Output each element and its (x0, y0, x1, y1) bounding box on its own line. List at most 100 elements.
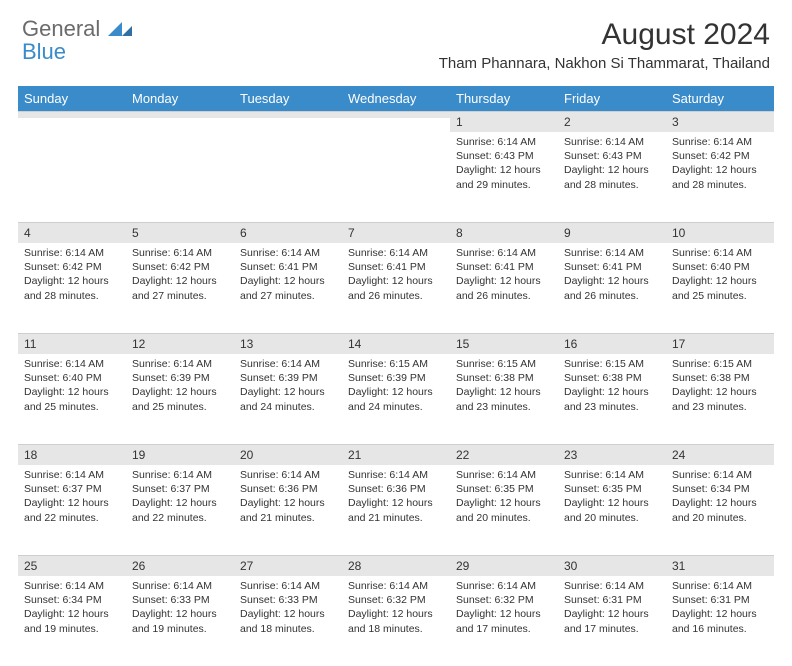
day-cell: Sunrise: 6:14 AMSunset: 6:31 PMDaylight:… (558, 576, 666, 666)
sunrise-text: Sunrise: 6:14 AM (24, 468, 120, 482)
day-number: 5 (126, 222, 234, 243)
sunrise-text: Sunrise: 6:14 AM (564, 135, 660, 149)
day-number-cell: 11 (18, 333, 126, 354)
day-number-cell: 29 (450, 555, 558, 576)
day-cell (234, 132, 342, 222)
day-detail: Sunrise: 6:14 AMSunset: 6:32 PMDaylight:… (450, 576, 558, 642)
day-detail: Sunrise: 6:14 AMSunset: 6:41 PMDaylight:… (234, 243, 342, 309)
day-detail: Sunrise: 6:14 AMSunset: 6:39 PMDaylight:… (234, 354, 342, 420)
day-cell: Sunrise: 6:14 AMSunset: 6:43 PMDaylight:… (450, 132, 558, 222)
sunset-text: Sunset: 6:42 PM (672, 149, 768, 163)
sunset-text: Sunset: 6:43 PM (456, 149, 552, 163)
day-cell: Sunrise: 6:14 AMSunset: 6:41 PMDaylight:… (450, 243, 558, 333)
day-cell: Sunrise: 6:14 AMSunset: 6:32 PMDaylight:… (450, 576, 558, 666)
day-detail (342, 132, 450, 141)
day-number-cell: 20 (234, 444, 342, 465)
daylight-text: Daylight: 12 hours and 27 minutes. (132, 274, 228, 302)
day-cell: Sunrise: 6:14 AMSunset: 6:34 PMDaylight:… (666, 465, 774, 555)
day-number-cell: 22 (450, 444, 558, 465)
day-cell: Sunrise: 6:15 AMSunset: 6:38 PMDaylight:… (558, 354, 666, 444)
day-detail: Sunrise: 6:15 AMSunset: 6:38 PMDaylight:… (558, 354, 666, 420)
week-number-row: 123 (18, 111, 774, 132)
sunrise-text: Sunrise: 6:15 AM (348, 357, 444, 371)
sunrise-text: Sunrise: 6:14 AM (348, 246, 444, 260)
day-detail: Sunrise: 6:14 AMSunset: 6:35 PMDaylight:… (450, 465, 558, 531)
day-detail: Sunrise: 6:14 AMSunset: 6:43 PMDaylight:… (450, 132, 558, 198)
page-header: General Blue August 2024 Tham Phannara, … (0, 0, 792, 78)
day-number: 9 (558, 222, 666, 243)
day-number (342, 111, 450, 118)
day-number-cell: 15 (450, 333, 558, 354)
day-cell: Sunrise: 6:14 AMSunset: 6:42 PMDaylight:… (126, 243, 234, 333)
day-header: Wednesday (342, 86, 450, 111)
day-cell: Sunrise: 6:14 AMSunset: 6:35 PMDaylight:… (558, 465, 666, 555)
day-number-cell (234, 111, 342, 132)
day-number: 2 (558, 111, 666, 132)
day-cell: Sunrise: 6:14 AMSunset: 6:39 PMDaylight:… (126, 354, 234, 444)
sunset-text: Sunset: 6:40 PM (672, 260, 768, 274)
calendar-table: Sunday Monday Tuesday Wednesday Thursday… (18, 86, 774, 666)
day-number: 18 (18, 444, 126, 465)
day-cell: Sunrise: 6:14 AMSunset: 6:36 PMDaylight:… (342, 465, 450, 555)
day-number-cell: 7 (342, 222, 450, 243)
day-number: 25 (18, 555, 126, 576)
day-number (126, 111, 234, 118)
sunset-text: Sunset: 6:34 PM (24, 593, 120, 607)
day-detail: Sunrise: 6:14 AMSunset: 6:41 PMDaylight:… (342, 243, 450, 309)
day-detail: Sunrise: 6:14 AMSunset: 6:42 PMDaylight:… (126, 243, 234, 309)
day-cell: Sunrise: 6:14 AMSunset: 6:33 PMDaylight:… (126, 576, 234, 666)
location-text: Tham Phannara, Nakhon Si Thammarat, Thai… (439, 55, 770, 72)
day-number: 21 (342, 444, 450, 465)
daylight-text: Daylight: 12 hours and 26 minutes. (564, 274, 660, 302)
day-cell: Sunrise: 6:14 AMSunset: 6:34 PMDaylight:… (18, 576, 126, 666)
sunrise-text: Sunrise: 6:14 AM (456, 579, 552, 593)
day-number: 22 (450, 444, 558, 465)
day-number-cell: 3 (666, 111, 774, 132)
sunset-text: Sunset: 6:32 PM (348, 593, 444, 607)
day-header: Saturday (666, 86, 774, 111)
sunrise-text: Sunrise: 6:14 AM (132, 579, 228, 593)
day-detail: Sunrise: 6:14 AMSunset: 6:42 PMDaylight:… (666, 132, 774, 198)
sunset-text: Sunset: 6:36 PM (348, 482, 444, 496)
day-cell: Sunrise: 6:14 AMSunset: 6:37 PMDaylight:… (126, 465, 234, 555)
day-number: 17 (666, 333, 774, 354)
sunset-text: Sunset: 6:38 PM (672, 371, 768, 385)
sunset-text: Sunset: 6:31 PM (564, 593, 660, 607)
daylight-text: Daylight: 12 hours and 23 minutes. (672, 385, 768, 413)
day-number-cell: 17 (666, 333, 774, 354)
day-detail: Sunrise: 6:14 AMSunset: 6:34 PMDaylight:… (666, 465, 774, 531)
day-number: 31 (666, 555, 774, 576)
day-header: Sunday (18, 86, 126, 111)
day-number: 1 (450, 111, 558, 132)
sunrise-text: Sunrise: 6:14 AM (240, 579, 336, 593)
day-number: 8 (450, 222, 558, 243)
sunrise-text: Sunrise: 6:14 AM (672, 246, 768, 260)
sunrise-text: Sunrise: 6:14 AM (564, 579, 660, 593)
sunset-text: Sunset: 6:41 PM (240, 260, 336, 274)
daylight-text: Daylight: 12 hours and 25 minutes. (672, 274, 768, 302)
day-number-cell: 2 (558, 111, 666, 132)
week-number-row: 11121314151617 (18, 333, 774, 354)
sunset-text: Sunset: 6:37 PM (24, 482, 120, 496)
sunset-text: Sunset: 6:35 PM (564, 482, 660, 496)
sunset-text: Sunset: 6:42 PM (132, 260, 228, 274)
day-number-cell: 24 (666, 444, 774, 465)
sunrise-text: Sunrise: 6:14 AM (132, 246, 228, 260)
week-content-row: Sunrise: 6:14 AMSunset: 6:40 PMDaylight:… (18, 354, 774, 444)
daylight-text: Daylight: 12 hours and 21 minutes. (348, 496, 444, 524)
day-cell (126, 132, 234, 222)
day-detail (18, 132, 126, 141)
day-cell: Sunrise: 6:15 AMSunset: 6:38 PMDaylight:… (666, 354, 774, 444)
daylight-text: Daylight: 12 hours and 24 minutes. (240, 385, 336, 413)
sunset-text: Sunset: 6:40 PM (24, 371, 120, 385)
sunset-text: Sunset: 6:31 PM (672, 593, 768, 607)
day-number: 20 (234, 444, 342, 465)
day-number-cell: 16 (558, 333, 666, 354)
day-detail: Sunrise: 6:15 AMSunset: 6:39 PMDaylight:… (342, 354, 450, 420)
day-number-cell: 27 (234, 555, 342, 576)
sunrise-text: Sunrise: 6:14 AM (564, 246, 660, 260)
day-detail: Sunrise: 6:14 AMSunset: 6:40 PMDaylight:… (666, 243, 774, 309)
day-header: Monday (126, 86, 234, 111)
sunrise-text: Sunrise: 6:14 AM (672, 468, 768, 482)
daylight-text: Daylight: 12 hours and 29 minutes. (456, 163, 552, 191)
